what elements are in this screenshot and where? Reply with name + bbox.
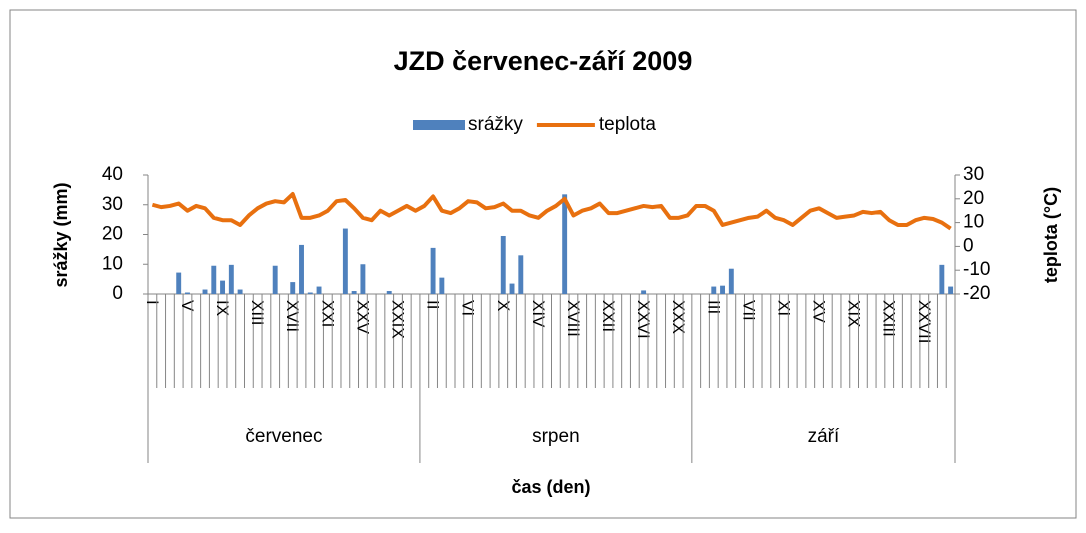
x-tick-label: XXVII	[915, 300, 934, 343]
x-tick-label: XXIII	[880, 300, 899, 337]
bar	[272, 265, 278, 294]
y2-tick-label: -10	[963, 259, 990, 280]
y-tick-label: 0	[112, 283, 123, 304]
bar	[342, 228, 348, 294]
bar	[351, 291, 357, 294]
x-tick-label: V	[178, 300, 197, 312]
bar	[948, 286, 954, 294]
bar	[728, 268, 734, 294]
legend-label: teplota	[599, 114, 656, 135]
legend-label: srážky	[468, 114, 523, 135]
bar	[439, 277, 445, 294]
x-tick-label: XXV	[353, 300, 372, 335]
bar	[939, 264, 945, 294]
x-tick-label: XVIII	[564, 300, 583, 337]
bar	[290, 282, 296, 294]
bar	[176, 272, 182, 294]
bar	[299, 244, 304, 294]
y2-tick-label: 20	[963, 188, 984, 209]
bar	[641, 290, 647, 294]
y2-tick-label: -20	[963, 283, 990, 304]
y-tick-label: 20	[102, 224, 123, 245]
bar	[211, 265, 217, 294]
bar	[562, 194, 568, 294]
bar	[185, 292, 190, 294]
x-tick-label: XXIX	[389, 300, 408, 339]
y2-tick-label: 10	[963, 212, 984, 233]
bar	[430, 247, 436, 294]
y-tick-label: 10	[102, 253, 123, 274]
x-tick-label: XXII	[599, 300, 618, 332]
x-tick-label: XI	[774, 300, 793, 316]
bar	[509, 283, 515, 294]
x-tick-label: XIV	[529, 300, 548, 328]
x-tick-label: I	[143, 300, 162, 305]
x-tick-label: III	[704, 300, 723, 314]
chart-frame	[9, 9, 1077, 519]
legend-swatch	[413, 120, 465, 130]
bar	[500, 235, 506, 294]
x-tick-label: XXVI	[634, 300, 653, 339]
x-tick-label: IX	[213, 300, 232, 316]
x-tick-label: XIX	[845, 300, 864, 327]
bar	[518, 255, 524, 294]
bar	[360, 264, 366, 294]
bar	[720, 285, 726, 294]
y-axis-title: srážky (mm)	[51, 182, 71, 287]
bar	[386, 291, 392, 294]
line	[151, 192, 952, 231]
x-tick-label: VI	[459, 300, 478, 316]
x-tick-label: XXI	[318, 300, 337, 327]
y-tick-label: 40	[102, 164, 123, 185]
group-label: červenec	[245, 426, 322, 447]
y2-axis-title: teplota (°C)	[1041, 187, 1061, 283]
bar	[307, 292, 313, 294]
x-axis-title: čas (den)	[511, 477, 590, 497]
x-tick-label: XXX	[669, 300, 688, 334]
x-tick-label: X	[494, 300, 513, 311]
group-label: září	[808, 426, 840, 447]
bar	[316, 286, 322, 294]
x-tick-label: VII	[739, 300, 758, 321]
y2-tick-label: 30	[963, 164, 984, 185]
bar	[711, 286, 717, 294]
bar	[228, 264, 234, 294]
bar	[220, 280, 226, 294]
x-tick-label: II	[424, 300, 443, 309]
bar	[237, 289, 243, 294]
x-tick-label: XVII	[283, 300, 302, 332]
bar	[202, 289, 208, 294]
x-tick-label: XIII	[248, 300, 267, 326]
y-tick-label: 30	[102, 194, 123, 215]
x-tick-label: XV	[810, 300, 829, 323]
chart-title: JZD červenec-září 2009	[394, 46, 693, 76]
y2-tick-label: 0	[963, 235, 974, 256]
group-label: srpen	[532, 426, 580, 447]
